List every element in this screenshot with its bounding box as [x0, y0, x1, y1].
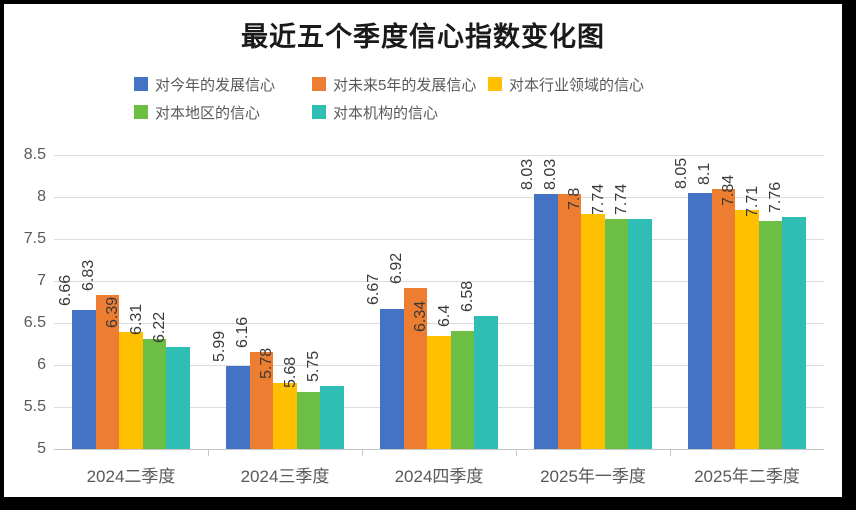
bar-value-label: 6.4: [435, 305, 453, 328]
category-boundary-tick: [516, 449, 517, 456]
bar: [119, 332, 143, 449]
bar: [534, 194, 558, 449]
x-axis-category-label: 2024三季度: [240, 467, 330, 486]
legend-swatch-icon: [134, 77, 148, 91]
y-axis-tick-label: 5: [37, 440, 46, 457]
bar: [474, 316, 498, 449]
category-boundary-tick: [208, 449, 209, 456]
bar-value-label: 6.39: [104, 297, 121, 329]
legend-swatch-icon: [488, 77, 502, 91]
bar-value-label: 6.34: [412, 301, 429, 333]
bar-value-label: 7.71: [743, 186, 761, 218]
bar: [711, 188, 736, 449]
bar: [226, 365, 250, 449]
bar-value-label: 8.03: [518, 159, 536, 191]
bar: [142, 338, 167, 449]
legend-item-label: 对本地区的信心: [155, 104, 261, 122]
bar-value-label: 6.92: [388, 252, 406, 284]
legend-item: 对本地区的信心: [134, 103, 261, 122]
gridline: [54, 322, 824, 324]
bar-value-label: 7.74: [613, 183, 631, 215]
gridline: [54, 154, 824, 156]
y-axis-tick-label: 8: [37, 188, 46, 205]
legend-swatch-icon: [312, 77, 326, 91]
x-axis-category-label: 2024二季度: [86, 467, 176, 486]
gridline: [54, 280, 824, 282]
bar: [557, 194, 582, 449]
bar-value-label: 6.67: [364, 273, 382, 305]
gridline: [54, 196, 824, 198]
bar-value-label: 8.03: [542, 159, 560, 191]
bar: [735, 210, 759, 449]
bar: [604, 218, 629, 449]
legend-item-label: 对本行业领域的信心: [509, 76, 645, 94]
legend-swatch-icon: [312, 105, 326, 119]
bar-value-label: 5.99: [210, 330, 228, 362]
x-axis-line: [54, 448, 824, 450]
legend-item-label: 对今年的发展信心: [155, 76, 276, 94]
bar-value-label: 5.75: [305, 350, 323, 382]
bar: [581, 213, 605, 449]
bar: [296, 391, 321, 449]
category-boundary-tick: [670, 449, 671, 456]
bar: [249, 351, 274, 449]
bar: [95, 295, 120, 449]
y-axis-tick-label: 6.5: [23, 314, 46, 331]
y-axis-tick-label: 7.5: [23, 230, 46, 247]
bar-value-label: 6.66: [56, 274, 74, 306]
bar-value-label: 6.58: [459, 281, 477, 313]
bar: [688, 192, 712, 449]
y-axis-tick-label: 6: [37, 356, 46, 373]
bar: [380, 308, 404, 449]
bar: [450, 331, 475, 449]
bar: [427, 336, 451, 449]
category-boundary-tick: [362, 449, 363, 456]
x-axis-category-label: 2025年一季度: [540, 467, 646, 486]
legend-item: 对本行业领域的信心: [488, 75, 645, 94]
bar: [166, 346, 190, 449]
bar: [782, 217, 806, 449]
bar-value-label: 6.16: [234, 316, 252, 348]
bar-value-label: 7.76: [767, 182, 785, 214]
bar: [320, 386, 344, 449]
y-axis-tick-label: 5.5: [23, 398, 46, 415]
bar-value-label: 5.78: [258, 348, 275, 380]
bar-value-label: 8.1: [696, 162, 714, 185]
bar-value-label: 8.05: [672, 157, 690, 189]
bar-value-label: 7.84: [720, 175, 737, 207]
gridline: [54, 238, 824, 240]
bar-value-label: 6.31: [127, 303, 145, 335]
x-axis-category-label: 2024四季度: [394, 467, 484, 486]
legend-item-label: 对未来5年的发展信心: [333, 76, 477, 94]
y-axis-tick-label: 7: [37, 272, 46, 289]
y-axis-tick-label: 8.5: [23, 146, 46, 163]
x-axis-category-label: 2025年二季度: [694, 467, 800, 486]
legend-item: 对本机构的信心: [312, 103, 439, 122]
bar: [72, 309, 96, 449]
bar-value-label: 6.83: [80, 260, 98, 292]
legend-item: 对未来5年的发展信心: [312, 75, 477, 94]
legend-item: 对今年的发展信心: [134, 75, 276, 94]
bar: [273, 383, 297, 449]
bar-value-label: 6.22: [151, 311, 169, 343]
bar: [403, 287, 428, 449]
bar: [758, 221, 783, 449]
bar-value-label: 7.74: [589, 183, 607, 215]
legend-item-label: 对本机构的信心: [333, 104, 439, 122]
bar: [628, 218, 652, 449]
bar-value-label: 5.68: [281, 356, 299, 388]
chart-title: 最近五个季度信心指数变化图: [241, 22, 605, 52]
bar-value-label: 7.8: [566, 187, 583, 210]
legend-swatch-icon: [134, 105, 148, 119]
